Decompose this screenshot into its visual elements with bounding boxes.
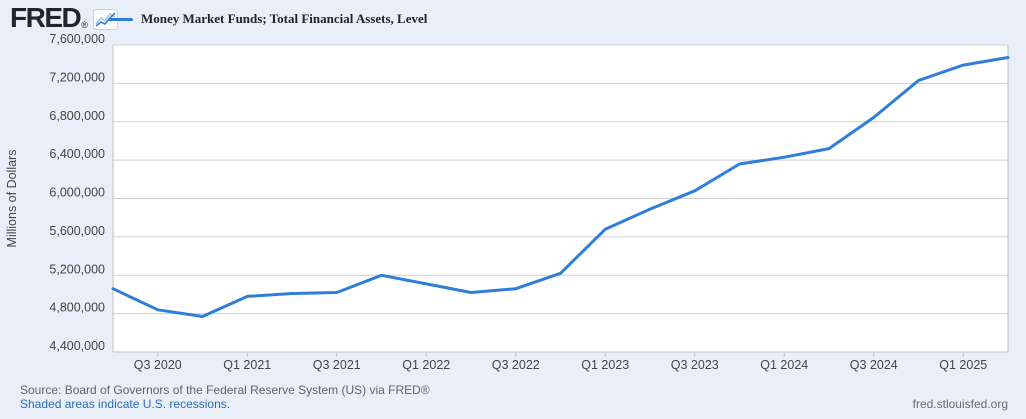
y-tick-label: 7,600,000 [49, 32, 105, 46]
x-tick-label: Q3 2024 [850, 358, 898, 372]
fred-site-url: fred.stlouisfed.org [912, 397, 1008, 411]
fred-logo[interactable]: FRED ® [10, 4, 118, 35]
y-tick-label: 4,400,000 [49, 339, 105, 353]
x-tick-label: Q1 2024 [760, 358, 808, 372]
x-tick-label: Q3 2020 [134, 358, 182, 372]
y-tick-label: 5,200,000 [49, 262, 105, 276]
y-axis-title: Millions of Dollars [5, 150, 19, 248]
registered-mark: ® [81, 20, 88, 30]
x-tick-label: Q3 2023 [671, 358, 719, 372]
legend-item[interactable]: Money Market Funds; Total Financial Asse… [108, 11, 427, 27]
legend-line-swatch [108, 17, 133, 21]
fred-logo-text: FRED [10, 2, 82, 33]
y-tick-label: 6,000,000 [49, 186, 105, 200]
x-tick-label: Q3 2021 [313, 358, 361, 372]
x-tick-label: Q1 2025 [939, 358, 987, 372]
y-tick-label: 5,600,000 [49, 224, 105, 238]
series-line [111, 56, 1010, 318]
recessions-note-link[interactable]: Shaded areas indicate U.S. recessions. [20, 397, 231, 411]
x-tick-label: Q1 2021 [223, 358, 271, 372]
x-tick-label: Q1 2023 [581, 358, 629, 372]
y-tick-label: 7,200,000 [49, 70, 105, 84]
x-tick-label: Q1 2022 [402, 358, 450, 372]
y-tick-label: 6,400,000 [49, 147, 105, 161]
x-tick-label: Q3 2022 [492, 358, 540, 372]
legend-series-label: Money Market Funds; Total Financial Asse… [141, 11, 428, 26]
y-tick-label: 4,800,000 [49, 301, 105, 315]
chart-footer: Source: Board of Governors of the Federa… [20, 383, 430, 411]
y-tick-label: 6,800,000 [49, 109, 105, 123]
source-attribution: Source: Board of Governors of the Federa… [20, 383, 430, 397]
